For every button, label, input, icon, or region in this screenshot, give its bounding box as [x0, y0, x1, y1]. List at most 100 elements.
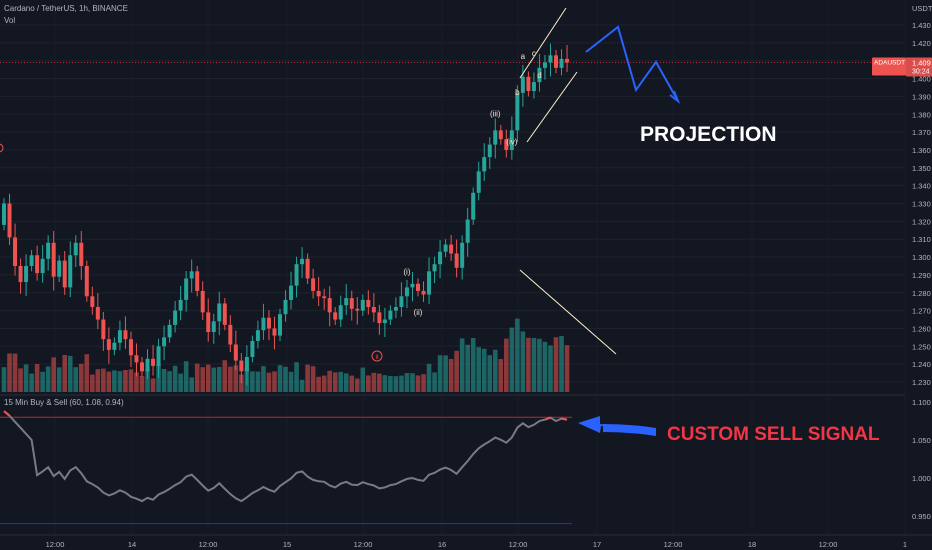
wave-label: a [521, 52, 526, 61]
candle-body [338, 305, 343, 320]
indicator-line [3, 410, 568, 503]
price-tick-label: 1.240 [912, 360, 931, 369]
price-badge [872, 57, 906, 76]
volume-bar [504, 338, 509, 392]
price-tick-label: 1.350 [912, 164, 931, 173]
candle-body [112, 342, 117, 350]
price-tick-label: 1.300 [912, 253, 931, 262]
volume-bar [492, 349, 498, 392]
volume-bar [189, 377, 194, 392]
candle-body [261, 317, 266, 331]
volume-bar [95, 369, 101, 392]
candle-body [84, 265, 89, 297]
volume-bar [200, 367, 206, 392]
volume-bar [194, 363, 200, 392]
wave-label: (i) [403, 267, 410, 276]
price-tick-label: 1.430 [912, 21, 931, 30]
edge-marker [0, 143, 4, 153]
volume-bar [509, 327, 515, 392]
volume-bar [366, 375, 371, 392]
price-axes: 1.4301.4201.4101.4001.3901.3801.3701.360… [46, 4, 932, 549]
volume-bar [338, 371, 344, 392]
candle-body [482, 157, 487, 172]
time-tick-label: 18 [748, 540, 756, 549]
candle-body [128, 339, 133, 356]
candle-body [487, 144, 492, 158]
volume-bar [515, 318, 520, 392]
volume-bar [487, 355, 493, 392]
candle-body [476, 171, 481, 193]
candle-body [266, 317, 271, 329]
wave-label: (iv) [506, 137, 517, 146]
volume-bar [228, 366, 233, 392]
candle-body [537, 67, 542, 83]
volume-bar [415, 375, 421, 392]
candle-body [272, 328, 277, 336]
volume-bar [448, 359, 454, 392]
volume-bar [139, 376, 145, 392]
currency-label: USDT [912, 4, 932, 13]
candlestick-series[interactable] [2, 43, 570, 386]
candle-body [520, 76, 525, 93]
wave-annotations: (i)(ii)(iii)(iv)(v)abcdeII [0, 7, 578, 362]
time-tick-label: 16 [438, 540, 446, 549]
candle-body [393, 307, 398, 311]
price-tick-label: 1.390 [912, 92, 931, 101]
candle-body [233, 344, 238, 361]
candle-body [498, 130, 503, 140]
candle-body [123, 330, 128, 340]
indicator-tick-label: 0.950 [912, 512, 931, 521]
volume-bar [459, 338, 465, 392]
candle-body [101, 319, 106, 340]
volume-bar [18, 368, 23, 392]
volume-bar [172, 365, 178, 392]
candle-body [145, 358, 150, 372]
volume-bar [134, 372, 139, 392]
volume-bar [432, 372, 437, 392]
candle-body [178, 299, 183, 311]
volume-bar [470, 338, 476, 392]
volume-bar [553, 337, 559, 392]
trend-line [519, 269, 617, 355]
candle-body [79, 242, 84, 266]
candle-body [24, 265, 29, 283]
volume-bar [23, 364, 29, 392]
volume-bar [382, 375, 388, 392]
candle-body [493, 130, 498, 145]
candle-body [471, 192, 476, 220]
volume-bar [211, 367, 217, 392]
volume-bar [465, 344, 470, 392]
price-tick-label: 1.270 [912, 307, 931, 316]
candle-body [211, 321, 216, 333]
candle-body [531, 82, 536, 92]
volume-bar [349, 375, 355, 392]
volume-bar [73, 367, 79, 392]
volume-bar [371, 372, 377, 392]
candle-body [283, 299, 288, 315]
time-tick-label: 12:00 [199, 540, 218, 549]
candle-body [410, 283, 415, 288]
indicator-tick-label: 1.100 [912, 398, 931, 407]
indicator-sell-segment [3, 410, 568, 421]
candle-body [554, 55, 558, 68]
candle-body [460, 242, 465, 268]
volume-bar [305, 364, 310, 392]
candle-body [465, 219, 470, 243]
candle-body [162, 337, 167, 347]
grid-lines [0, 0, 932, 536]
indicator-tick-label: 1.000 [912, 474, 931, 483]
volume-bar [481, 348, 487, 392]
volume-bar [62, 355, 68, 392]
candle-body [57, 260, 62, 277]
price-tick-label: 1.250 [912, 342, 931, 351]
volume-bar [29, 373, 34, 392]
price-tick-label: 1.420 [912, 39, 931, 48]
candle-body [18, 265, 23, 283]
volume-bar [454, 350, 459, 392]
candle-body [250, 340, 255, 358]
volume-bar [332, 372, 338, 392]
wave-channel-upper [519, 7, 567, 79]
volume-bar [216, 367, 222, 392]
price-tick-label: 1.280 [912, 289, 931, 298]
